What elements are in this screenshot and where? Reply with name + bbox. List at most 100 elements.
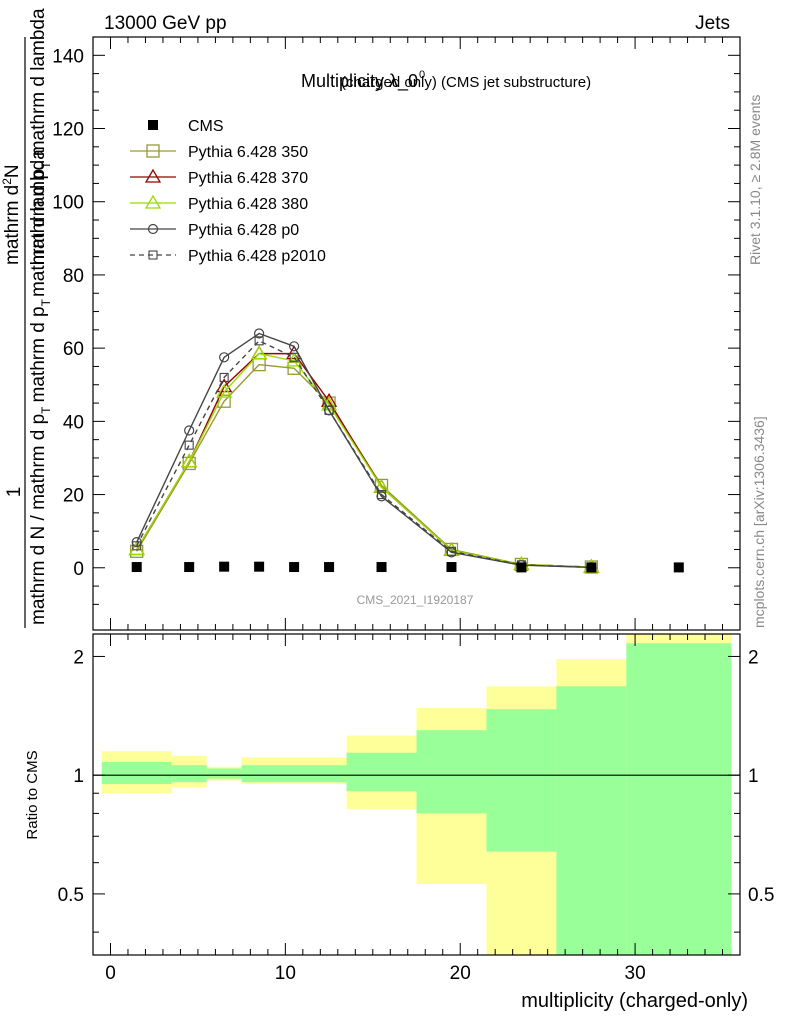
- ratio-y-tick-label-right: 0.5: [748, 885, 774, 906]
- data-point: [148, 120, 158, 130]
- x-tick-label: 20: [450, 963, 471, 984]
- ratio-plot-frame: [92, 633, 741, 956]
- legend-entry: Pythia 6.428 p0: [130, 222, 299, 239]
- ratio-band-inner: [556, 686, 627, 955]
- main-series-group: [128, 328, 684, 574]
- main-y-tick-label: 40: [63, 412, 84, 433]
- data-point: [586, 562, 597, 573]
- data-point: [147, 223, 159, 235]
- ylabel-upper-numerator: mathrm d2N: [0, 164, 23, 265]
- data-point: [219, 561, 230, 572]
- legend-label: Pythia 6.428 p2010: [188, 248, 326, 265]
- ratio-band-inner: [206, 768, 242, 779]
- data-point: [324, 405, 334, 415]
- ylabel-numer-d: mathrm d: [2, 185, 23, 265]
- data-point: [132, 541, 142, 551]
- ylabel-denom-sub: T: [39, 161, 53, 169]
- main-y-tick-label: 20: [63, 486, 84, 507]
- data-point: [184, 562, 195, 573]
- data-point: [182, 456, 196, 471]
- ratio-x-axis: 0 10 20 30: [105, 634, 724, 984]
- ratio-band-inner: [171, 765, 207, 783]
- legend-entry: Pythia 6.428 380: [130, 194, 308, 213]
- legend-entry: CMS: [148, 118, 224, 135]
- data-point: [181, 453, 198, 468]
- ratio-y-tick-label-right: 1: [748, 766, 759, 787]
- main-y-tick-label: 120: [52, 120, 84, 141]
- ylabel-lower-main: mathrm d N / mathrm d p: [28, 414, 49, 625]
- ratio-band-inner: [626, 643, 732, 955]
- legend-label: CMS: [188, 118, 224, 135]
- ratio-band-inner: [416, 730, 487, 814]
- series-line: [136, 352, 592, 568]
- ratio-band-inner: [241, 765, 347, 783]
- rivet-side-label: Rivet 3.1.10, ≥ 2.8M events: [747, 95, 763, 265]
- mcplots-side-label: mcplots.cern.ch [arXiv:1306.3436]: [751, 416, 767, 628]
- x-axis-label: multiplicity (charged-only): [521, 990, 748, 1012]
- ylabel-numer-sup: 2: [0, 178, 14, 185]
- main-plot-frame: [92, 36, 741, 631]
- ratio-y-axis: 0.5 0.5 1 1 2 2: [58, 647, 774, 933]
- legend-label: Pythia 6.428 380: [188, 196, 308, 213]
- data-point: [184, 440, 194, 450]
- main-plot-panel: 0 20 40 60 80 100 120 140 CMS_2021_I1920187 Mul…: [52, 36, 741, 631]
- data-point: [146, 144, 160, 158]
- legend: CMS Pythia 6.428 350 Pythia 6.428 370 Pythi…: [130, 118, 326, 265]
- data-point: [219, 352, 230, 363]
- legend-entry: Pythia 6.428 370: [130, 168, 308, 187]
- ylabel-lower-rest: mathrm d p: [28, 306, 49, 402]
- ylabel-lower-sub2: T: [39, 298, 53, 306]
- data-point: [288, 341, 300, 352]
- ratio-y-tick-label: 0.5: [58, 885, 84, 906]
- legend-label: Pythia 6.428 p0: [188, 222, 299, 239]
- category-label: Jets: [695, 13, 730, 34]
- series-5: [132, 336, 596, 572]
- main-y-axis: 0 20 40 60 80 100 120 140: [52, 46, 740, 605]
- data-point: [184, 425, 195, 436]
- ylabel-upper-denominator: mathrm d pT mathrm d lambda: [28, 8, 53, 265]
- data-point: [289, 352, 299, 362]
- data-point: [250, 345, 268, 360]
- ylabel-one: 1: [4, 487, 25, 498]
- data-point: [516, 562, 527, 573]
- series-line: [136, 332, 592, 569]
- data-point: [250, 345, 268, 360]
- main-x-ticks: [109, 37, 724, 630]
- main-y-tick-label: 60: [63, 339, 84, 360]
- data-point: [673, 562, 684, 573]
- plot-title-suffix: (charged only) (CMS jet substructure): [341, 74, 591, 91]
- ratio-band-inner: [486, 709, 557, 852]
- ratio-bands: [101, 634, 732, 955]
- data-point: [285, 345, 303, 360]
- plot-title: Multiplicity λ_0: [301, 71, 418, 92]
- data-point: [217, 394, 231, 408]
- main-y-tick-label: 80: [63, 266, 84, 287]
- data-point: [254, 561, 265, 572]
- legend-label: Pythia 6.428 350: [188, 144, 308, 161]
- ylabel-lower-sub: T: [39, 406, 53, 414]
- ylabel-lower-rest2: mathrm d lambda: [28, 149, 49, 297]
- ylabel-denom-rest: mathrm d lambda: [28, 8, 49, 162]
- plot-title-superscript: 0: [419, 69, 425, 81]
- ratio-band-inner: [101, 761, 172, 784]
- data-point: [148, 250, 158, 260]
- analysis-watermark: CMS_2021_I1920187: [357, 593, 474, 607]
- ratio-y-tick-label: 2: [73, 647, 84, 668]
- data-point: [144, 168, 162, 183]
- ratio-plot-panel: 0.5 0.5 1 1 2 2 0 10 20 30 Ratio to CMS multipli…: [24, 633, 774, 1012]
- main-y-tick-label: 140: [52, 46, 84, 67]
- data-point: [216, 383, 233, 398]
- x-tick-label: 10: [275, 963, 296, 984]
- main-y-axis-label: 1 mathrm d2N mathrm d pT mathrm d lambda…: [0, 8, 53, 628]
- series-4: [131, 328, 597, 573]
- data-point: [144, 194, 162, 209]
- legend-label: Pythia 6.428 370: [188, 170, 308, 187]
- series-3: [128, 345, 600, 573]
- ylabel-denom-dp: mathrm d p: [28, 169, 49, 265]
- ylabel-numer-n: N: [2, 164, 23, 178]
- legend-entry: Pythia 6.428 350: [130, 144, 308, 161]
- ratio-y-tick-label-right: 2: [748, 647, 759, 668]
- x-tick-label: 30: [625, 963, 646, 984]
- data-point: [376, 562, 387, 573]
